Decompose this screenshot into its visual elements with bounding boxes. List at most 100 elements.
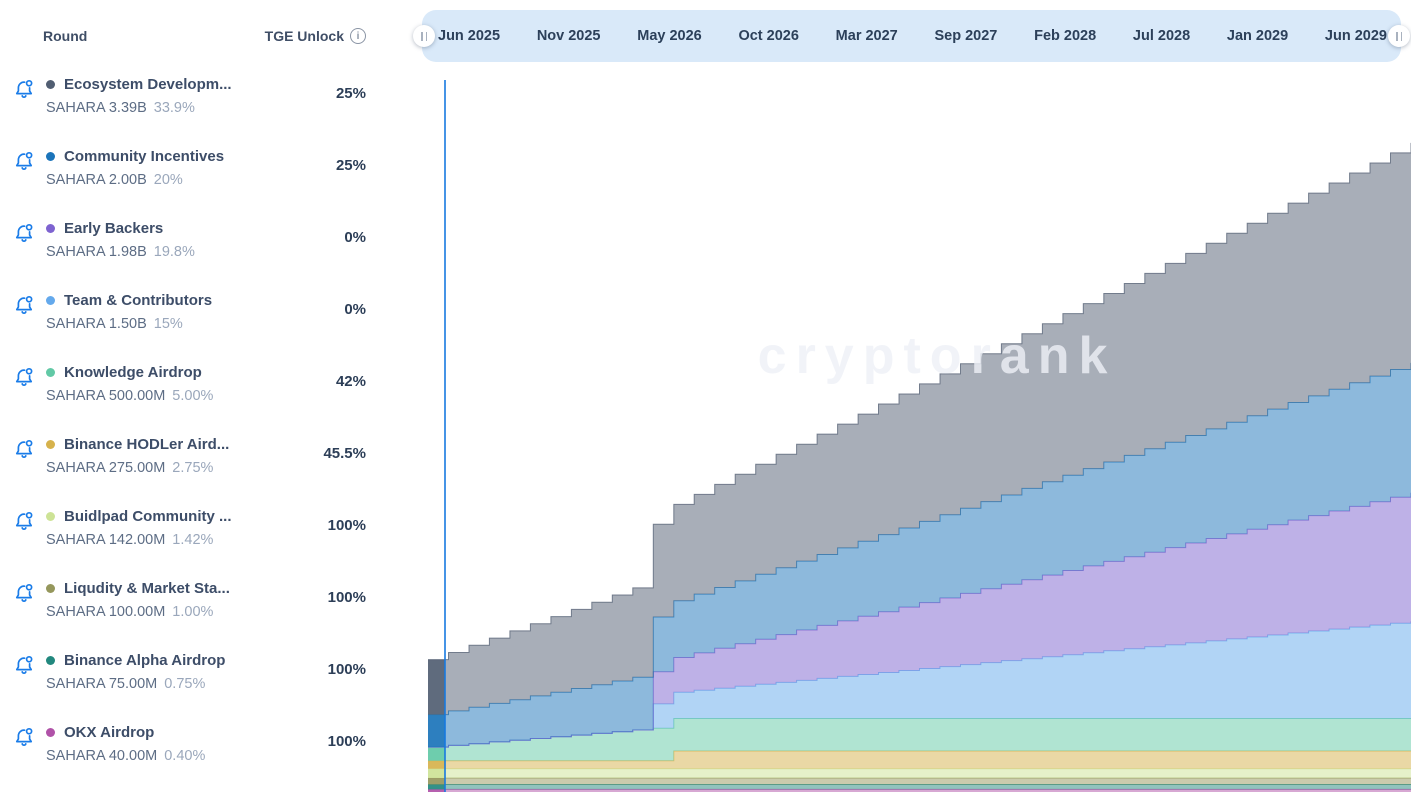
rounds-panel: Round TGE Unlock i Ecosystem Developm...… xyxy=(0,0,420,807)
round-supply-share: 1.00% xyxy=(172,604,214,620)
tge-unlock-value: 100% xyxy=(327,589,366,606)
vesting-chart-plot[interactable] xyxy=(428,80,1411,792)
tge-unlock-value: 100% xyxy=(327,661,366,678)
notification-bell-icon[interactable] xyxy=(12,77,38,106)
series-color-dot xyxy=(46,151,55,161)
unlock-area-0 xyxy=(428,789,445,792)
list-item[interactable]: Ecosystem Developm... SAHARA 3.39B 33.9% … xyxy=(0,74,420,146)
list-item[interactable]: Binance Alpha Airdrop SAHARA 75.00M 0.75%… xyxy=(0,650,420,722)
list-item[interactable]: Liqudity & Market Sta... SAHARA 100.00M 1… xyxy=(0,578,420,650)
round-supply-share: 15% xyxy=(153,316,183,332)
unlock-area-4 xyxy=(428,760,445,769)
list-item[interactable]: Buidlpad Community ... SAHARA 142.00M 1.4… xyxy=(0,506,420,578)
timeline-date-label[interactable]: Jan 2029 xyxy=(1226,28,1289,44)
chart-area: Jun 2025 Nov 2025 May 2026 Oct 2026 Mar 2027… xyxy=(413,0,1411,807)
timeline-date-label[interactable]: Jun 2025 xyxy=(438,28,501,44)
tge-unlock-value: 42% xyxy=(335,373,366,390)
round-name: Community Incentives xyxy=(64,147,225,165)
round-amount: SAHARA 3.39B xyxy=(46,100,147,116)
round-supply-share: 33.9% xyxy=(153,100,195,116)
round-supply-share: 5.00% xyxy=(172,388,214,404)
unlock-area-9 xyxy=(428,659,445,715)
timeline-range-bar[interactable]: Jun 2025 Nov 2025 May 2026 Oct 2026 Mar 2027… xyxy=(413,10,1410,62)
unlock-area-4 xyxy=(445,751,1411,769)
notification-bell-icon[interactable] xyxy=(12,581,38,610)
notification-bell-icon[interactable] xyxy=(12,437,38,466)
round-supply-share: 1.42% xyxy=(172,532,214,548)
round-amount: SAHARA 100.00M xyxy=(46,604,166,620)
timeline-date-label[interactable]: Nov 2025 xyxy=(536,28,601,44)
series-color-dot xyxy=(46,295,55,305)
unlock-area-5 xyxy=(445,718,1411,761)
list-item[interactable]: OKX Airdrop SAHARA 40.00M 0.40% 100% xyxy=(0,722,420,794)
series-color-dot xyxy=(46,223,55,233)
notification-bell-icon[interactable] xyxy=(12,365,38,394)
rounds-header: Round TGE Unlock i xyxy=(0,26,420,46)
timeline-date-label[interactable]: Jul 2028 xyxy=(1132,28,1191,44)
notification-bell-icon[interactable] xyxy=(12,149,38,178)
unlock-area-9 xyxy=(445,142,1411,715)
unlock-area-2 xyxy=(445,778,1411,785)
notification-bell-icon[interactable] xyxy=(12,725,38,754)
round-amount: SAHARA 142.00M xyxy=(46,532,166,548)
notification-bell-icon[interactable] xyxy=(12,653,38,682)
timeline-left-drag-handle[interactable] xyxy=(413,25,435,47)
round-amount: SAHARA 500.00M xyxy=(46,388,166,404)
series-color-dot xyxy=(46,655,55,665)
unlock-area-0 xyxy=(445,789,1411,792)
series-color-dot xyxy=(46,727,55,737)
round-supply-share: 2.75% xyxy=(172,460,214,476)
round-supply-share: 0.40% xyxy=(164,748,206,764)
round-name: Buidlpad Community ... xyxy=(64,507,232,525)
info-icon[interactable]: i xyxy=(350,28,366,44)
round-amount: SAHARA 40.00M xyxy=(46,748,158,764)
round-name: Ecosystem Developm... xyxy=(64,75,232,93)
round-column-header: Round xyxy=(43,28,88,44)
series-color-dot xyxy=(46,583,55,593)
notification-bell-icon[interactable] xyxy=(12,509,38,538)
notification-bell-icon[interactable] xyxy=(12,293,38,322)
unlock-area-6 xyxy=(445,621,1411,748)
timeline-date-label[interactable]: Sep 2027 xyxy=(934,28,998,44)
tge-unlock-value: 25% xyxy=(335,157,366,174)
series-color-dot xyxy=(46,79,55,89)
tge-unlock-value: 100% xyxy=(327,733,366,750)
round-supply-share: 19.8% xyxy=(153,244,195,260)
round-name: Team & Contributors xyxy=(64,291,213,309)
round-name: Binance Alpha Airdrop xyxy=(64,651,226,669)
unlock-area-3 xyxy=(445,768,1411,778)
tge-unlock-label: TGE Unlock xyxy=(264,28,344,44)
stacked-unlock-chart[interactable] xyxy=(428,80,1411,792)
tge-unlock-value: 25% xyxy=(335,85,366,102)
notification-bell-icon[interactable] xyxy=(12,221,38,250)
timeline-date-label[interactable]: Oct 2026 xyxy=(738,28,799,44)
list-item[interactable]: Early Backers SAHARA 1.98B 19.8% 0% xyxy=(0,218,420,290)
series-color-dot xyxy=(46,511,55,521)
list-item[interactable]: Community Incentives SAHARA 2.00B 20% 25% xyxy=(0,146,420,218)
list-item[interactable]: Knowledge Airdrop SAHARA 500.00M 5.00% 42… xyxy=(0,362,420,434)
timeline-date-label[interactable]: Feb 2028 xyxy=(1034,28,1097,44)
timeline-date-label[interactable]: Mar 2027 xyxy=(835,28,898,44)
round-name: OKX Airdrop xyxy=(64,723,155,741)
timeline-date-label[interactable]: Jun 2029 xyxy=(1324,28,1387,44)
unlock-area-7 xyxy=(445,492,1411,748)
round-supply-share: 20% xyxy=(153,172,183,188)
timeline-right-drag-handle[interactable] xyxy=(1388,25,1410,47)
round-amount: SAHARA 1.98B xyxy=(46,244,147,260)
rounds-list: Ecosystem Developm... SAHARA 3.39B 33.9% … xyxy=(0,74,420,794)
unlock-area-8 xyxy=(445,362,1411,748)
round-amount: SAHARA 275.00M xyxy=(46,460,166,476)
timeline-date-label[interactable]: May 2026 xyxy=(637,28,702,44)
tge-unlock-value: 0% xyxy=(344,229,366,246)
series-color-dot xyxy=(46,367,55,377)
round-name: Liqudity & Market Sta... xyxy=(64,579,230,597)
list-item[interactable]: Team & Contributors SAHARA 1.50B 15% 0% xyxy=(0,290,420,362)
list-item[interactable]: Binance HODLer Aird... SAHARA 275.00M 2.7… xyxy=(0,434,420,506)
round-amount: SAHARA 75.00M xyxy=(46,676,158,692)
round-name: Binance HODLer Aird... xyxy=(64,435,230,453)
round-amount: SAHARA 1.50B xyxy=(46,316,147,332)
round-supply-share: 0.75% xyxy=(164,676,206,692)
tge-unlock-value: 45.5% xyxy=(323,445,366,462)
round-amount: SAHARA 2.00B xyxy=(46,172,147,188)
